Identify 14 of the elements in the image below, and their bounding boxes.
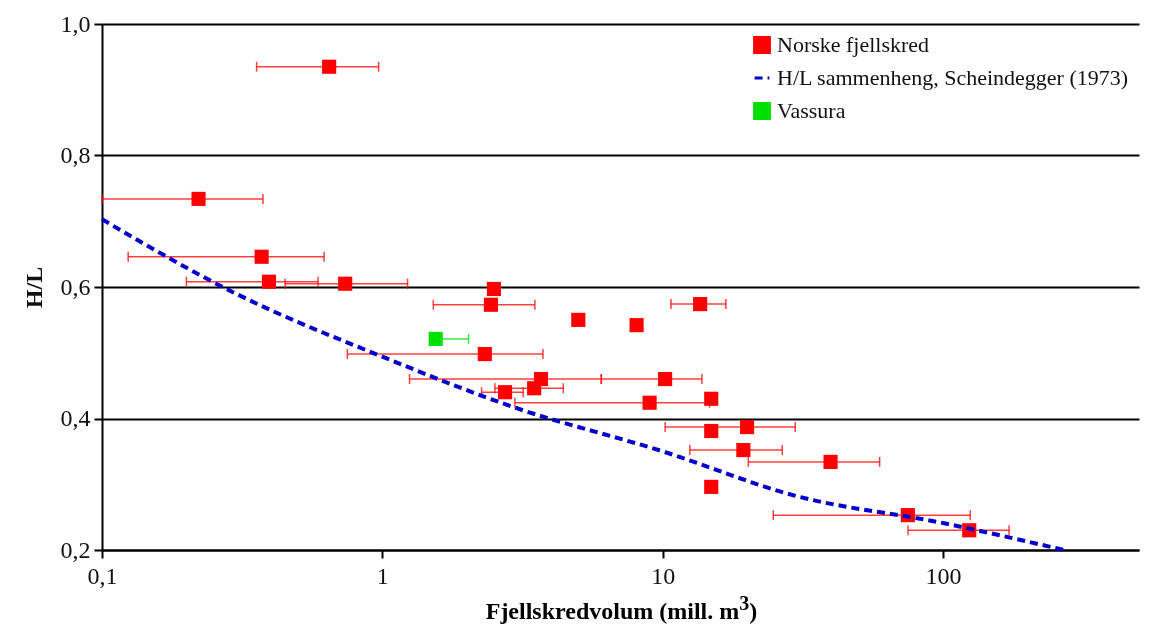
y-tick-label: 0,4	[60, 405, 91, 431]
y-tick-label: 0,6	[60, 273, 91, 300]
x-tick-label: 0,1	[87, 562, 118, 589]
legend-label: Vassura	[777, 98, 846, 123]
x-tick-label: 10	[651, 562, 676, 589]
y-tick-label: 1,0	[60, 10, 91, 37]
x-tick-label: 1	[376, 562, 389, 589]
y-tick-label: 0,2	[60, 536, 91, 563]
y-axis-title: H/L	[20, 266, 47, 309]
legend-label: Norske fjellskred	[777, 32, 930, 57]
x-axis-title: Fjellskredvolum (mill. m$^{3}$)	[484, 592, 759, 625]
y-tick-label: 0,8	[60, 142, 91, 168]
x-tick-label: 100	[925, 562, 962, 589]
legend-label: H/L sammenheng, Scheindegger (1973)	[777, 65, 1129, 90]
